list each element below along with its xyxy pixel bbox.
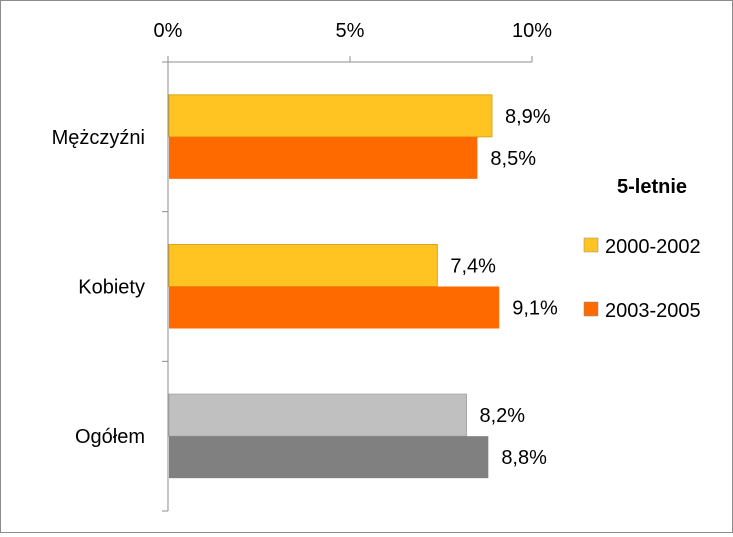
data-label: 8,9% [505,106,551,128]
legend-label-0: 2000-2002 [605,236,701,258]
bar-0-1 [169,136,478,179]
legend-swatch-1 [583,301,599,317]
legend: 5-letnie 2000-2002 2003-2005 [583,176,701,322]
axis-layer: 0% 5% 10% [154,20,552,512]
category-label: Ogółem [75,426,145,448]
bar-layer [168,94,500,479]
data-label: 9,1% [512,298,558,320]
data-label: 7,4% [450,256,496,278]
label-layer: Mężczyźni Kobiety Ogółem 8,9% 8,5% 7,4% 9,1% 8,… [52,106,558,469]
legend-title: 5-letnie [617,176,687,198]
bar-1-1 [169,286,500,329]
bar-1-0 [168,244,438,287]
category-label: Kobiety [78,277,145,299]
bar-0-0 [168,94,493,138]
data-label: 8,8% [501,447,547,469]
category-label: Mężczyźni [52,127,145,149]
bar-2-0 [168,393,467,437]
legend-swatch-0 [583,237,599,253]
x-tick-label: 10% [512,20,552,42]
bar-2-1 [169,436,489,479]
x-tick-label: 5% [336,20,365,42]
x-tick-label: 0% [154,20,183,42]
legend-label-1: 2003-2005 [605,300,701,322]
data-label: 8,5% [490,148,536,170]
data-label: 8,2% [479,405,525,427]
